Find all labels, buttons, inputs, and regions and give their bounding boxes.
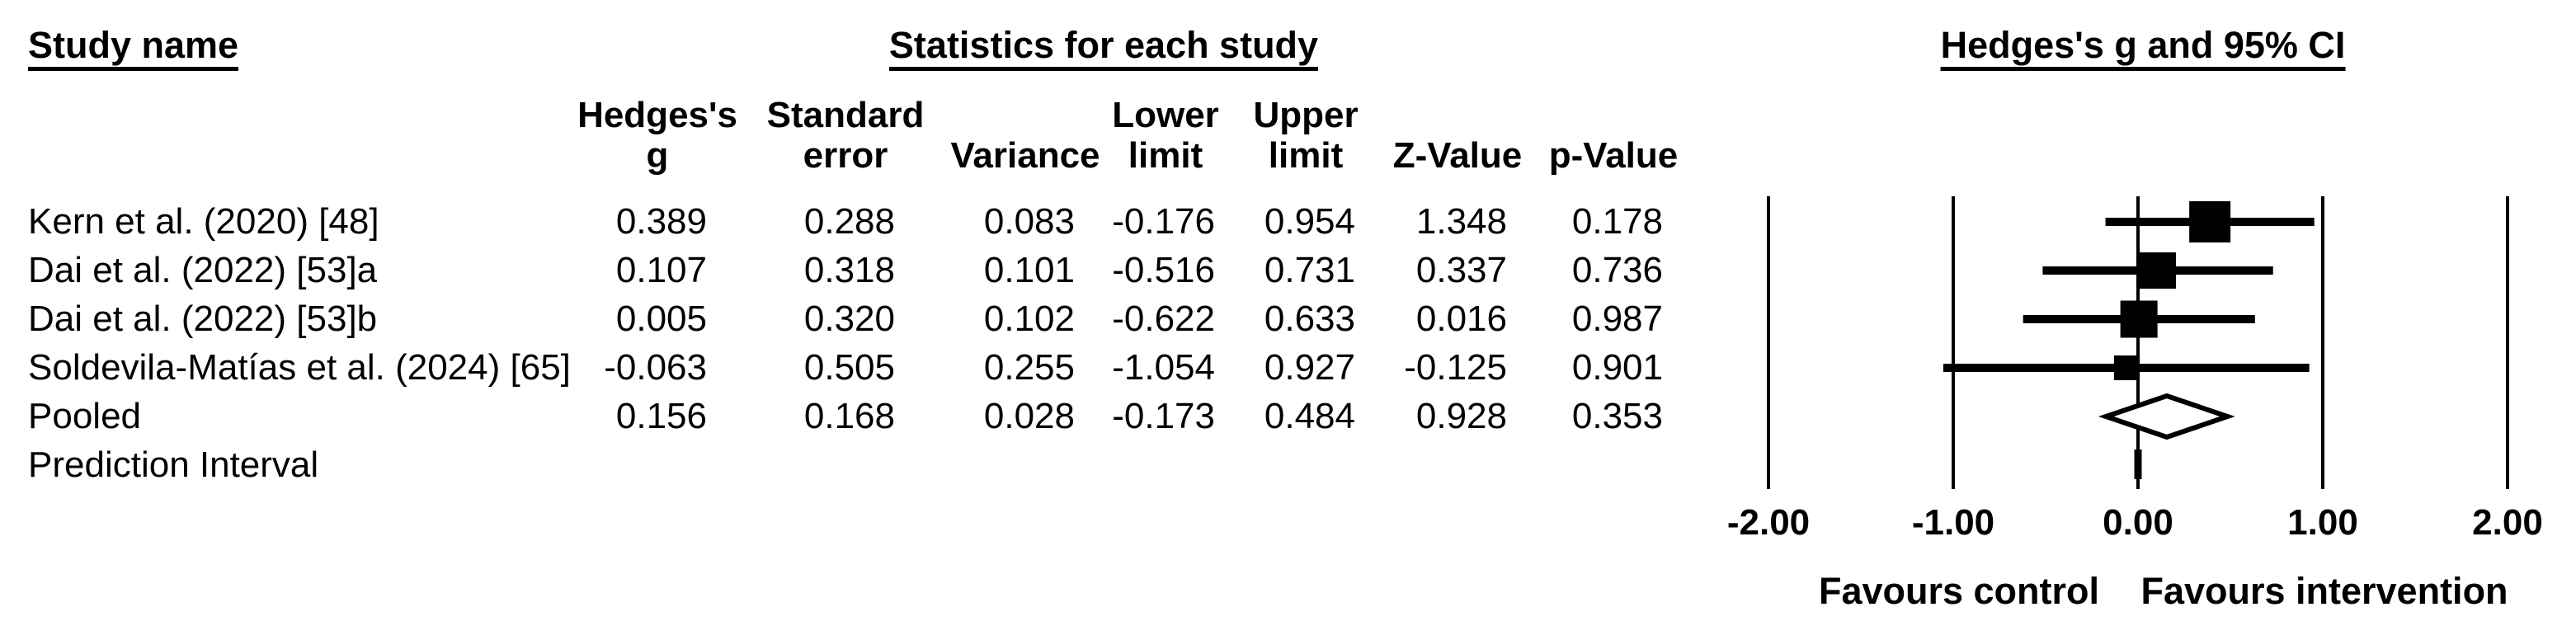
stat-value: 0.016 [1415,299,1507,339]
stat-value: 0.353 [1571,396,1663,436]
favours-control-label: Favours control [1818,570,2100,612]
stat-column-header: limit [1268,135,1344,176]
stat-value: 1.348 [1415,201,1507,242]
stat-column-header: limit [1128,135,1203,176]
plot-section-title: Hedges's g and 95% CI [1940,26,2346,71]
stat-column-header: Standard [766,95,925,135]
stat-value: -0.173 [1112,396,1215,436]
study-name: Prediction Interval [28,445,319,485]
stat-value: 0.337 [1415,250,1507,290]
x-axis-tick-label: 2.00 [2472,502,2543,543]
stat-column-header: Upper [1253,95,1359,135]
stat-value: 0.107 [615,250,707,290]
stat-value: 0.731 [1264,250,1355,290]
stat-value: 0.178 [1571,201,1663,242]
stat-value: 0.927 [1264,347,1355,388]
study-name: Dai et al. (2022) [53]a [28,250,378,290]
effect-size-box [2139,252,2176,289]
favours-intervention-label: Favours intervention [2140,570,2508,612]
stat-value: -0.516 [1112,250,1215,290]
stat-value: 0.389 [615,201,707,242]
x-axis-tick-label: -1.00 [1911,502,1995,543]
stat-value: 0.255 [983,347,1075,388]
prediction-interval-marker [2134,449,2142,479]
study-name-column-title: Study name [28,26,239,71]
study-name: Soldevila-Matías et al. (2024) [65] [28,347,571,388]
stat-value: 0.505 [803,347,895,388]
axis-gridline [2506,196,2509,489]
effect-size-box [2113,355,2139,380]
stat-column-header: g [646,135,669,176]
axis-gridline [2321,196,2324,489]
stat-column-header: error [803,135,888,176]
stat-value: 0.633 [1264,299,1355,339]
stat-value: -0.125 [1404,347,1507,388]
stat-value: -0.063 [604,347,707,388]
stat-value: 0.288 [803,201,895,242]
stat-column-header: Z-Value [1392,135,1523,176]
stat-value: 0.318 [803,250,895,290]
statistics-section-title: Statistics for each study [888,26,1319,71]
stat-value: 0.736 [1571,250,1663,290]
study-name: Pooled [28,396,142,436]
stat-value: -0.176 [1112,201,1215,242]
stat-column-header: Lower [1112,95,1219,135]
stat-column-header: p-Value [1548,135,1679,176]
stat-value: 0.028 [983,396,1075,436]
effect-size-box [2189,201,2231,242]
stat-value: 0.005 [615,299,707,339]
x-axis-tick-label: 0.00 [2103,502,2173,543]
stat-value: -1.054 [1112,347,1215,388]
stat-value: 0.484 [1264,396,1355,436]
effect-size-box [2120,300,2158,338]
stat-value: 0.102 [983,299,1075,339]
stat-column-header: Hedges's [577,95,737,135]
stat-value: 0.156 [615,396,707,436]
stat-value: 0.901 [1571,347,1663,388]
study-name: Kern et al. (2020) [48] [28,201,379,242]
stat-value: 0.101 [983,250,1075,290]
study-name: Dai et al. (2022) [53]b [28,299,378,339]
pooled-diamond [2098,393,2235,440]
axis-gridline [1767,196,1770,489]
stat-value: 0.928 [1415,396,1507,436]
stat-value: -0.622 [1112,299,1215,339]
stat-value: 0.954 [1264,201,1355,242]
stat-value: 0.987 [1571,299,1663,339]
x-axis-tick-label: -2.00 [1726,502,1811,543]
stat-column-header: Variance [950,135,1100,176]
x-axis-tick-label: 1.00 [2287,502,2358,543]
axis-gridline [1952,196,1955,489]
axis-gridline [2136,196,2140,489]
stat-value: 0.083 [983,201,1075,242]
stat-value: 0.320 [803,299,895,339]
stat-value: 0.168 [803,396,895,436]
